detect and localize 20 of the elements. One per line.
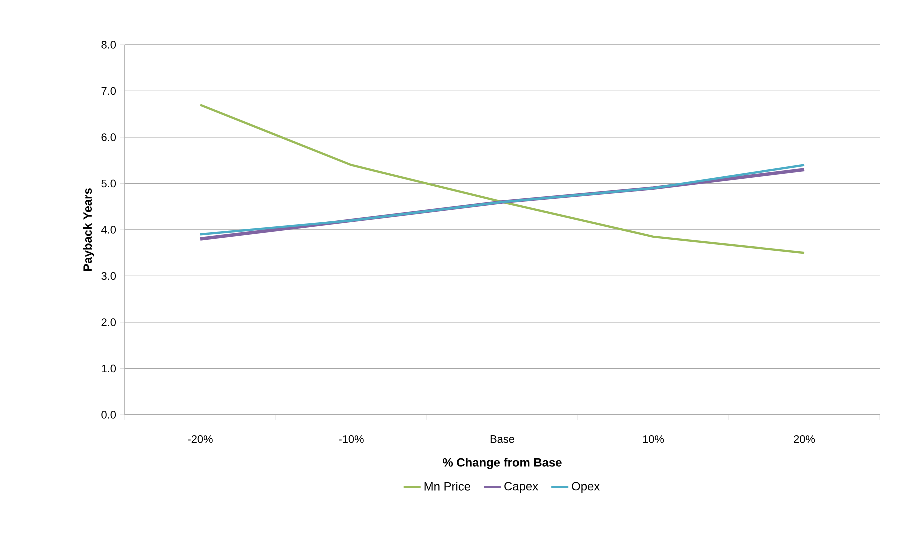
x-tick-label: Base	[490, 436, 515, 444]
x-tick-label: 10%	[643, 436, 664, 444]
y-tick-label: 2.0	[102, 318, 116, 326]
legend-label: Mn Price	[424, 482, 470, 491]
y-tick-label: 1.0	[102, 364, 116, 373]
x-tick-label: -10%	[339, 436, 364, 444]
y-tick-label: 7.0	[102, 87, 116, 96]
x-tick-label: -20%	[188, 436, 213, 444]
y-tick-label: 3.0	[102, 272, 116, 280]
y-tick-label: 4.0	[102, 226, 116, 234]
y-tick-label: 8.0	[102, 41, 116, 49]
x-axis-title: % Change from Base	[443, 458, 562, 470]
y-tick-label: 0.0	[102, 411, 116, 419]
legend-label: Capex	[504, 482, 538, 494]
x-tick-label: 20%	[794, 436, 816, 444]
line-series	[199, 104, 806, 254]
legend-label: Opex	[572, 482, 600, 494]
y-axis-title: Payback Years	[83, 188, 94, 272]
y-tick-label: 6.0	[102, 134, 116, 142]
y-tick-label: 5.0	[102, 180, 116, 188]
